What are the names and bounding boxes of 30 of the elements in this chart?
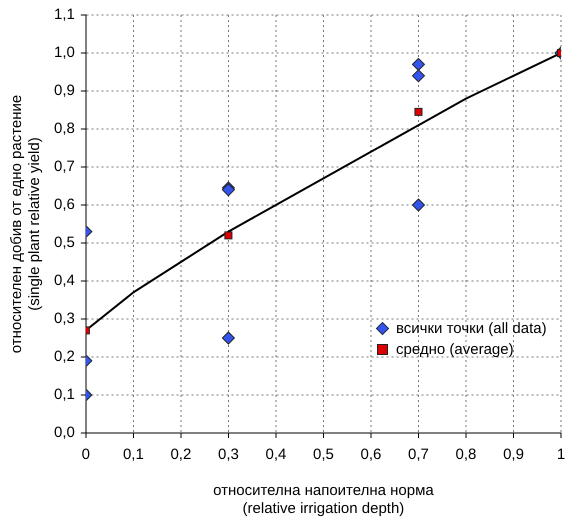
x-tick-label: 0,5 <box>312 446 334 464</box>
x-tick-label: 0,1 <box>122 446 144 464</box>
y-tick-label: 0,3 <box>54 310 75 328</box>
legend-label: всички точки (all data) <box>396 320 547 337</box>
y-axis-title: относителен добив от едно растение (single plant relative yield) <box>8 94 44 354</box>
y-tick-label: 0,6 <box>54 196 75 214</box>
y-tick-label: 0,8 <box>54 120 75 138</box>
point <box>412 58 425 71</box>
x-tick-label: 0,3 <box>218 446 239 464</box>
y-tick-label: 0,5 <box>54 234 75 252</box>
x-axis-title: относителна напоителна норма (relative irrigation depth) <box>213 482 434 518</box>
x-tick-label: 0,6 <box>360 446 382 464</box>
x-tick-label: 0,7 <box>408 446 429 464</box>
y-tick-label: 0,7 <box>54 158 75 176</box>
legend-label: средно (average) <box>396 340 514 358</box>
y-tick-label: 0,0 <box>54 424 75 442</box>
point <box>412 198 425 212</box>
x-tick-label: 0 <box>82 446 90 464</box>
y-tick-label: 0,1 <box>54 386 75 404</box>
y-tick-label: 1,0 <box>54 44 75 62</box>
y-tick-label: 0,4 <box>54 272 75 290</box>
x-tick-label: 0,8 <box>456 446 476 464</box>
x-tick-label: 1 <box>556 446 566 464</box>
y-tick-label: 1,1 <box>54 6 75 24</box>
point <box>412 69 425 82</box>
y-tick-label: 0,2 <box>54 348 75 366</box>
x-tick-label: 0,2 <box>170 446 192 464</box>
x-tick-label: 0,9 <box>503 446 524 464</box>
x-tick-label: 0,4 <box>265 446 286 464</box>
y-tick-label: 0,9 <box>54 82 75 100</box>
